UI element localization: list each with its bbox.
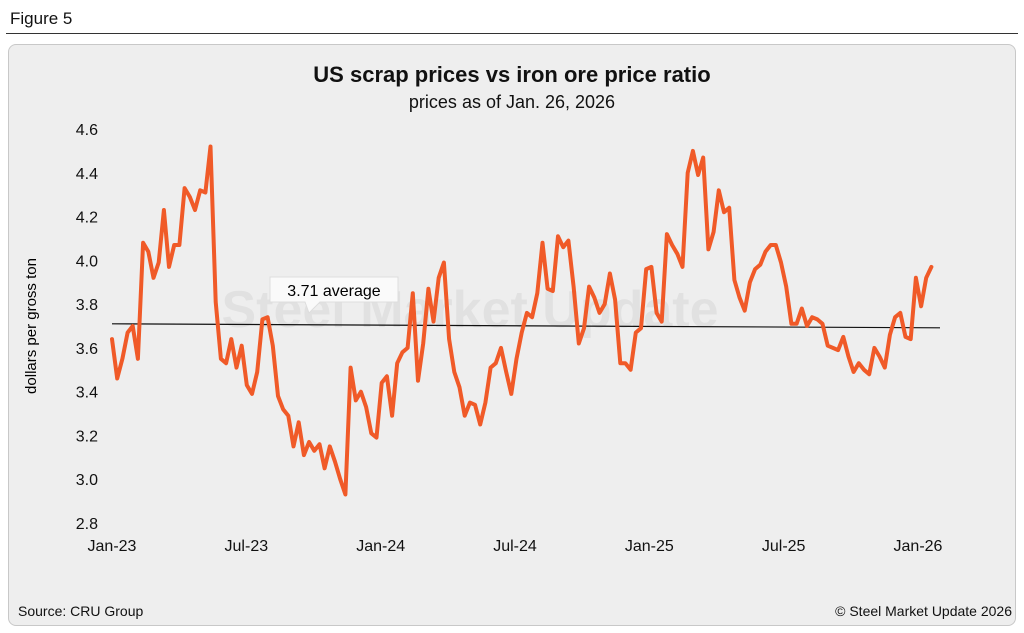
x-tick-label: Jul-23 (225, 538, 269, 555)
average-callout: 3.71 average (269, 276, 399, 314)
y-tick-label: 3.6 (76, 341, 98, 358)
source-note: Source: CRU Group (18, 603, 144, 619)
y-axis-label: dollars per gross ton (23, 258, 40, 394)
y-tick-label: 4.6 (76, 122, 98, 139)
x-tick-label: Jan-26 (894, 538, 943, 555)
y-tick-label: 4.2 (76, 210, 98, 227)
average-line (111, 323, 941, 329)
chart-title: US scrap prices vs iron ore price ratio (313, 62, 711, 87)
chart-panel (8, 44, 1016, 626)
y-tick-label: 3.4 (76, 385, 98, 402)
x-tick-label: Jan-25 (625, 538, 674, 555)
x-tick-label: Jul-24 (493, 538, 537, 555)
y-tick-label: 4.0 (76, 253, 98, 270)
y-tick-label: 3.0 (76, 472, 98, 489)
y-tick-label: 3.8 (76, 297, 98, 314)
figure-label: Figure 5 (10, 9, 73, 28)
average-label: 3.71 average (287, 283, 381, 300)
chart-subtitle: prices as of Jan. 26, 2026 (408, 92, 616, 112)
x-tick-label: Jul-25 (762, 538, 806, 555)
header-divider (6, 33, 1018, 34)
y-tick-label: 2.8 (76, 516, 98, 533)
y-tick-label: 4.4 (76, 166, 98, 183)
copyright-note: © Steel Market Update 2026 (835, 603, 1012, 619)
y-tick-label: 3.2 (76, 428, 98, 445)
x-tick-label: Jan-24 (356, 538, 405, 555)
x-tick-label: Jan-23 (88, 538, 137, 555)
